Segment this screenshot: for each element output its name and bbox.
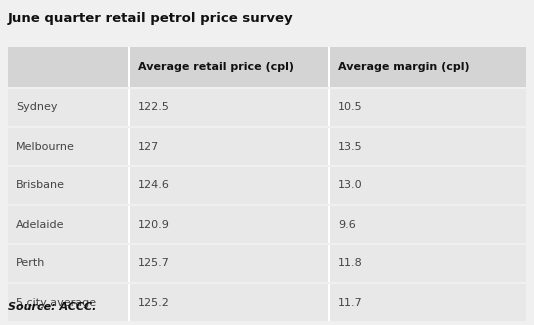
Text: June quarter retail petrol price survey: June quarter retail petrol price survey bbox=[8, 12, 294, 25]
Bar bbox=[128, 284, 130, 321]
Bar bbox=[128, 167, 130, 204]
Text: 122.5: 122.5 bbox=[138, 102, 170, 112]
Bar bbox=[328, 128, 330, 165]
Text: 120.9: 120.9 bbox=[138, 219, 170, 229]
Bar bbox=[8, 206, 526, 243]
Bar bbox=[8, 167, 526, 204]
Text: Source: ACCC.: Source: ACCC. bbox=[8, 302, 96, 312]
Text: Average retail price (cpl): Average retail price (cpl) bbox=[138, 62, 294, 72]
Bar bbox=[328, 284, 330, 321]
Text: Sydney: Sydney bbox=[16, 102, 58, 112]
Text: 125.2: 125.2 bbox=[138, 297, 170, 307]
Text: 11.8: 11.8 bbox=[338, 258, 363, 268]
Text: 125.7: 125.7 bbox=[138, 258, 170, 268]
Bar bbox=[328, 245, 330, 282]
Bar bbox=[128, 128, 130, 165]
Text: 9.6: 9.6 bbox=[338, 219, 356, 229]
Text: Adelaide: Adelaide bbox=[16, 219, 65, 229]
Text: 13.5: 13.5 bbox=[338, 141, 363, 151]
Bar bbox=[128, 89, 130, 126]
Text: 13.0: 13.0 bbox=[338, 180, 363, 190]
Bar bbox=[8, 245, 526, 282]
Text: Average margin (cpl): Average margin (cpl) bbox=[338, 62, 469, 72]
Bar bbox=[8, 89, 526, 126]
Text: Perth: Perth bbox=[16, 258, 45, 268]
Text: 11.7: 11.7 bbox=[338, 297, 363, 307]
Bar bbox=[328, 89, 330, 126]
Text: 127: 127 bbox=[138, 141, 159, 151]
Bar bbox=[8, 128, 526, 165]
Text: 5 city average: 5 city average bbox=[16, 297, 96, 307]
Bar bbox=[128, 245, 130, 282]
Bar bbox=[328, 47, 330, 87]
Bar bbox=[8, 284, 526, 321]
Text: 10.5: 10.5 bbox=[338, 102, 363, 112]
Bar bbox=[128, 47, 130, 87]
Bar bbox=[328, 167, 330, 204]
Text: 124.6: 124.6 bbox=[138, 180, 170, 190]
Bar bbox=[8, 47, 526, 87]
Bar bbox=[328, 206, 330, 243]
Text: Melbourne: Melbourne bbox=[16, 141, 75, 151]
Bar bbox=[128, 206, 130, 243]
Text: Brisbane: Brisbane bbox=[16, 180, 65, 190]
